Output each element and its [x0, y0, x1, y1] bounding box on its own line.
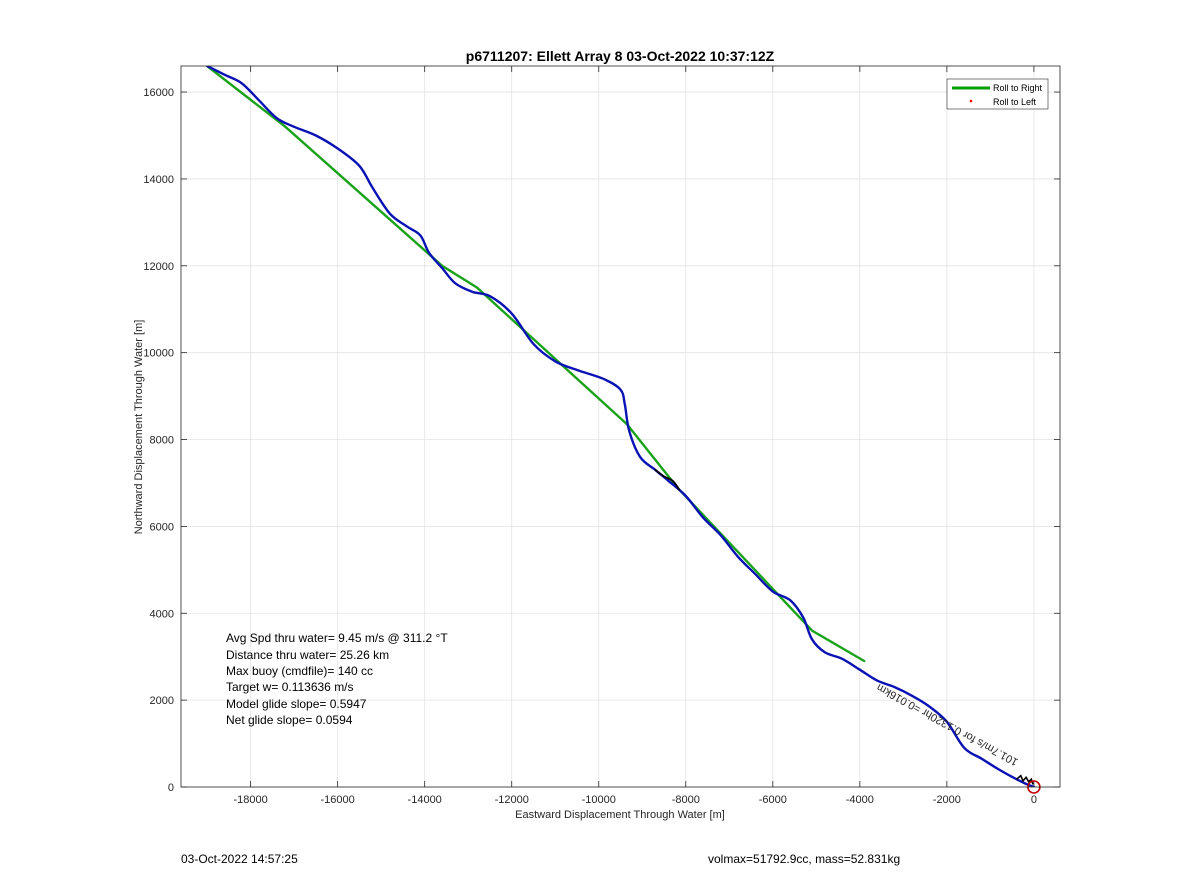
x-tick-label: -16000: [321, 794, 355, 806]
y-axis-label: Northward Displacement Through Water [m]: [133, 320, 145, 535]
y-tick-label: 14000: [143, 174, 174, 186]
y-tick-label: 6000: [150, 521, 174, 533]
x-tick-label: 0: [1031, 794, 1037, 806]
legend: Roll to Right Roll to Left: [946, 78, 1049, 110]
y-tick-label: 4000: [150, 608, 174, 620]
x-tick-label: -4000: [846, 794, 874, 806]
series-track-line: [205, 66, 1036, 787]
footer-volmax-mass: volmax=51792.9cc, mass=52.831kg: [708, 852, 901, 866]
stat-avg-speed: Avg Spd thru water= 9.45 m/s @ 311.2 °T: [226, 631, 448, 645]
x-tick-label: -2000: [933, 794, 961, 806]
stat-target-w: Target w= 0.113636 m/s: [226, 680, 354, 694]
y-tick-label: 16000: [143, 87, 174, 99]
x-tick-label: -6000: [759, 794, 787, 806]
x-axis-label: Eastward Displacement Through Water [m]: [515, 809, 725, 821]
y-tick-label: 10000: [143, 348, 174, 360]
stat-distance: Distance thru water= 25.26 km: [226, 648, 389, 662]
series-group: [205, 66, 1041, 794]
stats-block: Avg Spd thru water= 9.45 m/s @ 311.2 °T …: [226, 631, 448, 727]
origin-scribble: [1015, 774, 1034, 785]
x-tick-label: -10000: [582, 794, 616, 806]
series-track-black-segment: [654, 469, 681, 491]
chart-title: p6711207: Ellett Array 8 03-Oct-2022 10:…: [466, 48, 775, 64]
axes-background: [181, 66, 1060, 787]
axis-ticks: -18000 -16000 -14000 -12000 -10000 -8000 -6000…: [143, 66, 1060, 806]
x-tick-label: -14000: [408, 794, 442, 806]
legend-box: [946, 78, 1049, 110]
stat-model-glide: Model glide slope= 0.5947: [226, 697, 367, 711]
series-roll-right-line: [205, 66, 866, 663]
legend-label-roll-left: Roll to Left: [993, 97, 1037, 107]
y-tick-label: 12000: [143, 261, 174, 273]
stat-net-glide: Net glide slope= 0.0594: [226, 713, 353, 727]
x-tick-label: -12000: [495, 794, 529, 806]
y-tick-label: 8000: [150, 435, 174, 447]
legend-label-roll-right: Roll to Right: [993, 83, 1043, 93]
stat-max-buoy: Max buoy (cmdfile)= 140 cc: [226, 664, 373, 678]
axes-box: [180, 65, 1061, 788]
y-tick-label: 2000: [150, 695, 174, 707]
footer-timestamp: 03-Oct-2022 14:57:25: [181, 852, 298, 866]
x-tick-label: -8000: [672, 794, 700, 806]
x-tick-label: -18000: [233, 794, 267, 806]
legend-swatch-roll-left: [969, 99, 973, 103]
y-tick-label: 0: [168, 782, 174, 794]
